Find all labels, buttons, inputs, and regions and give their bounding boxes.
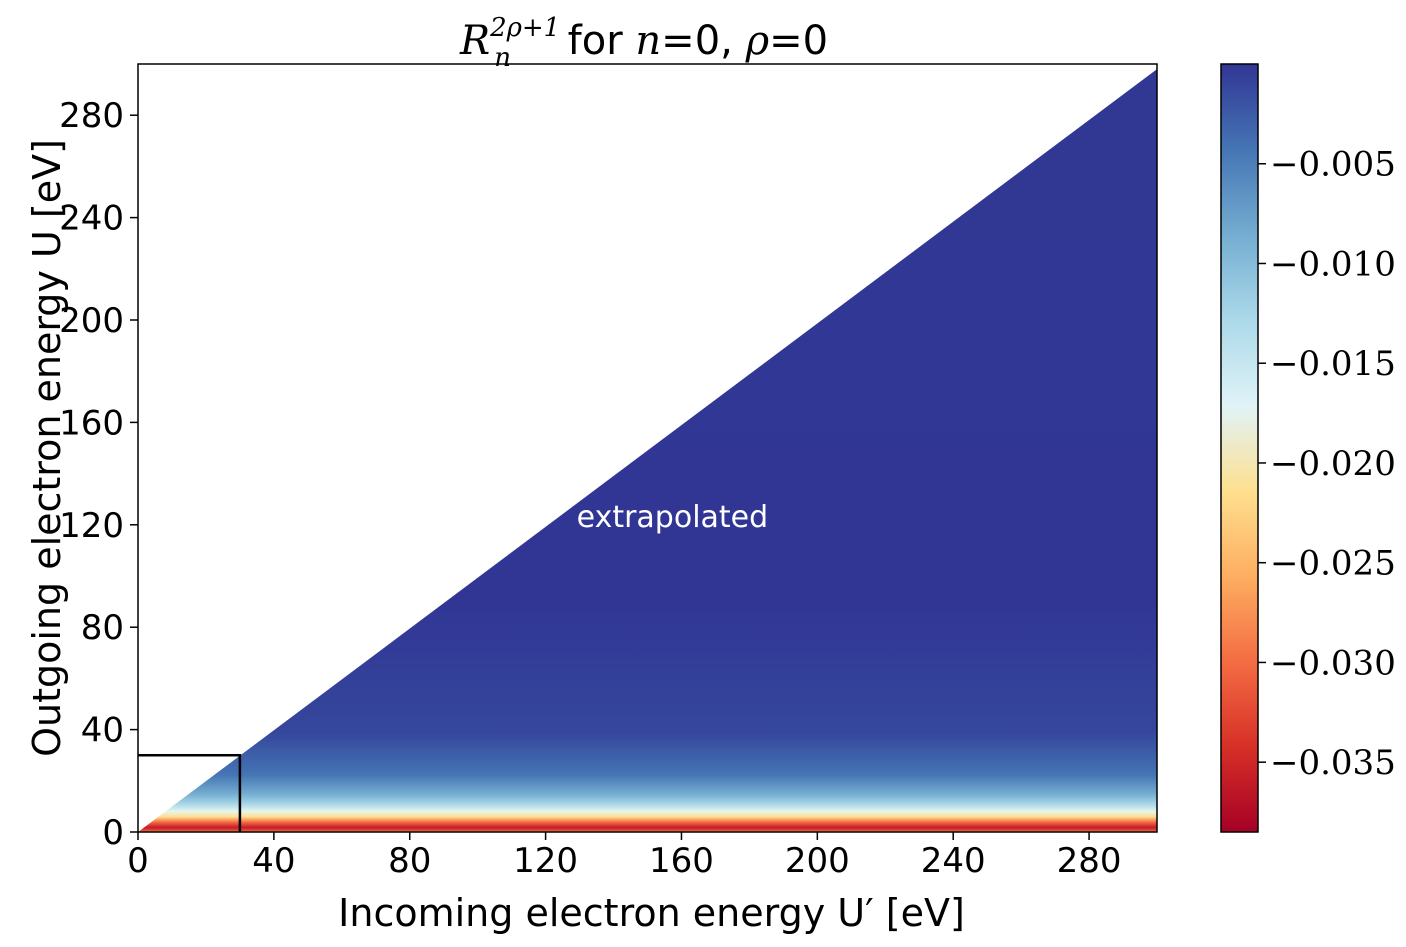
chart-title: R2ρ+1 n for n=0, ρ=0 [459, 13, 828, 73]
x-tick-label: 280 [1057, 841, 1122, 881]
x-axis: 0 40 80 120 160 200 240 280 [127, 832, 1122, 881]
x-tick-label: 160 [649, 841, 714, 881]
colorbar-tick-label: −0.010 [1270, 244, 1396, 284]
title-n-var: n [635, 18, 661, 64]
x-tick-label: 80 [388, 841, 431, 881]
title-rho-val: =0 [769, 18, 828, 64]
x-tick-label: 120 [513, 841, 578, 881]
y-tick-label: 280 [59, 96, 124, 136]
colorbar-tick-label: −0.015 [1270, 344, 1396, 384]
colorbar-tick-label: −0.005 [1270, 145, 1396, 185]
colorbar-tick-label: −0.020 [1270, 444, 1396, 484]
y-tick-label: 200 [59, 301, 124, 341]
y-tick-label: 160 [59, 403, 124, 443]
y-tick-label: 0 [102, 813, 124, 853]
x-tick-label: 0 [127, 841, 149, 881]
colorbar-ticks: −0.005 −0.010 −0.015 −0.020 −0.025 −0.030 −0.0… [1258, 145, 1396, 783]
colorbar-tick-label: −0.030 [1270, 643, 1396, 683]
y-tick-label: 80 [81, 608, 124, 648]
y-tick-label: 120 [59, 506, 124, 546]
y-tick-label: 40 [81, 711, 124, 751]
plot-frame [137, 63, 1158, 833]
plot-area: extrapolated [137, 63, 1158, 833]
title-rho-var: ρ [745, 18, 770, 64]
x-tick-label: 200 [785, 841, 850, 881]
title-n-val: =0, [661, 18, 745, 64]
x-tick-label: 240 [921, 841, 986, 881]
x-axis-label: Incoming electron energy U′ [eV] [338, 891, 965, 935]
colorbar-scale [1220, 63, 1259, 833]
colorbar-tick-label: −0.035 [1270, 743, 1396, 783]
y-axis: 0 40 80 120 160 200 240 280 [59, 96, 138, 853]
x-tick-label: 40 [252, 841, 295, 881]
data-field [138, 69, 1157, 833]
highlight-box [138, 753, 242, 832]
colorbar: −0.005 −0.010 −0.015 −0.020 −0.025 −0.030 −0.0… [1220, 63, 1396, 833]
y-tick-label: 240 [59, 199, 124, 239]
title-superscript: 2ρ+1 [489, 13, 560, 43]
title-subscript: n [494, 43, 511, 73]
y-axis-label: Outgoing electron energy U [eV] [25, 139, 69, 757]
title-mid: for [555, 18, 635, 64]
colorbar-tick-label: −0.025 [1270, 544, 1396, 584]
title-symbol: R [459, 18, 490, 64]
chart-title-text: R2ρ+1 n for n=0, ρ=0 [459, 13, 828, 73]
annotation-extrapolated: extrapolated [577, 500, 769, 535]
